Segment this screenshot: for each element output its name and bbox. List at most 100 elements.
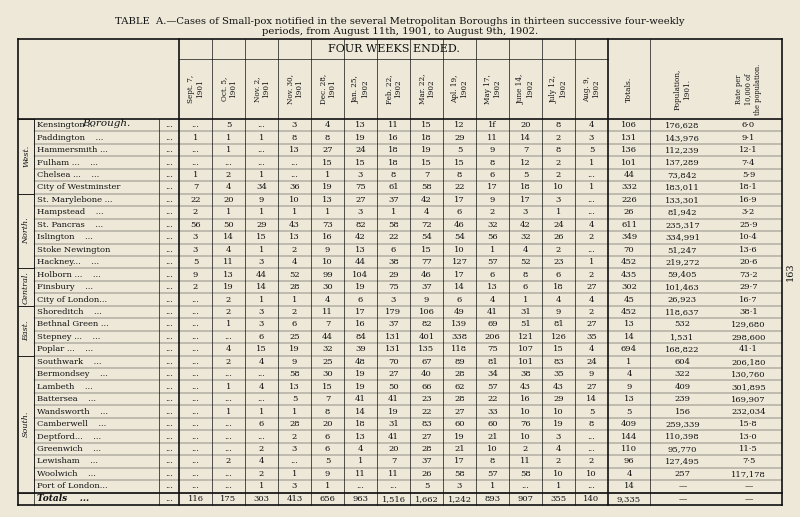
Text: 1: 1 bbox=[292, 296, 297, 303]
Text: 9: 9 bbox=[626, 383, 632, 391]
Text: 51: 51 bbox=[520, 321, 531, 328]
Text: 239: 239 bbox=[674, 395, 690, 403]
Text: 43: 43 bbox=[289, 221, 300, 229]
Text: Lewisham    ...: Lewisham ... bbox=[37, 458, 98, 465]
Text: ...: ... bbox=[165, 221, 173, 229]
Text: 60: 60 bbox=[454, 420, 465, 428]
Text: 17: 17 bbox=[454, 270, 465, 279]
Text: 38·1: 38·1 bbox=[739, 308, 758, 316]
Text: 10: 10 bbox=[553, 470, 564, 478]
Text: —: — bbox=[744, 482, 753, 490]
Text: Bethnal Green ...: Bethnal Green ... bbox=[37, 321, 109, 328]
Text: 4: 4 bbox=[258, 383, 264, 391]
Text: July 12,
1902: July 12, 1902 bbox=[550, 75, 567, 103]
Text: 19: 19 bbox=[421, 146, 432, 154]
Text: 1: 1 bbox=[589, 258, 594, 266]
Text: 259,339: 259,339 bbox=[665, 420, 700, 428]
Text: 81,942: 81,942 bbox=[668, 208, 698, 217]
Text: 58: 58 bbox=[388, 221, 399, 229]
Text: ...: ... bbox=[165, 270, 173, 279]
Text: ...: ... bbox=[191, 407, 199, 416]
Text: ...: ... bbox=[165, 146, 173, 154]
Text: 44: 44 bbox=[256, 270, 267, 279]
Text: 206: 206 bbox=[485, 333, 500, 341]
Text: 10: 10 bbox=[454, 246, 465, 254]
Text: 67: 67 bbox=[421, 358, 432, 366]
Text: 133,301: 133,301 bbox=[665, 196, 700, 204]
Text: 14: 14 bbox=[223, 233, 234, 241]
Text: 38: 38 bbox=[520, 370, 531, 378]
Text: ...: ... bbox=[191, 370, 199, 378]
Text: 963: 963 bbox=[353, 495, 369, 503]
Text: 75: 75 bbox=[355, 184, 366, 191]
Text: Population,
1901.: Population, 1901. bbox=[674, 68, 691, 110]
Text: 169,907: 169,907 bbox=[731, 395, 766, 403]
Text: ...: ... bbox=[587, 482, 595, 490]
Text: 82: 82 bbox=[355, 221, 366, 229]
Text: 7: 7 bbox=[193, 184, 198, 191]
Text: 1,242: 1,242 bbox=[447, 495, 471, 503]
Text: 62: 62 bbox=[454, 383, 465, 391]
Text: 129,680: 129,680 bbox=[731, 321, 766, 328]
Text: ...: ... bbox=[191, 420, 199, 428]
Text: 4: 4 bbox=[589, 121, 594, 129]
Text: 27: 27 bbox=[421, 433, 432, 440]
Text: 9: 9 bbox=[424, 296, 429, 303]
Text: 3: 3 bbox=[358, 171, 363, 179]
Text: West.: West. bbox=[22, 145, 30, 168]
Text: ...: ... bbox=[191, 445, 199, 453]
Text: Totals.: Totals. bbox=[625, 77, 633, 102]
Text: 1: 1 bbox=[292, 208, 297, 217]
Text: 127,495: 127,495 bbox=[665, 458, 700, 465]
Text: periods, from August 11th, 1901, to August 9th, 1902.: periods, from August 11th, 1901, to Augu… bbox=[262, 27, 538, 36]
Text: 29: 29 bbox=[256, 221, 267, 229]
Text: 322: 322 bbox=[674, 370, 690, 378]
Text: 16: 16 bbox=[355, 321, 366, 328]
Text: ...: ... bbox=[165, 321, 173, 328]
Text: 3: 3 bbox=[391, 296, 396, 303]
Text: ...: ... bbox=[290, 159, 298, 166]
Text: 1: 1 bbox=[589, 184, 594, 191]
Text: ...: ... bbox=[165, 258, 173, 266]
Text: 4: 4 bbox=[325, 121, 330, 129]
Text: 1: 1 bbox=[325, 482, 330, 490]
Text: 1: 1 bbox=[325, 171, 330, 179]
Text: 4: 4 bbox=[556, 296, 562, 303]
Text: 30: 30 bbox=[322, 370, 333, 378]
Text: 2: 2 bbox=[556, 171, 561, 179]
Text: 26,923: 26,923 bbox=[668, 296, 697, 303]
Text: 1: 1 bbox=[589, 159, 594, 166]
Text: 19: 19 bbox=[388, 407, 399, 416]
Text: ...: ... bbox=[225, 433, 233, 440]
Text: ...: ... bbox=[191, 458, 199, 465]
Text: 4: 4 bbox=[522, 246, 528, 254]
Text: 8: 8 bbox=[556, 146, 561, 154]
Text: ...: ... bbox=[587, 445, 595, 453]
Text: ...: ... bbox=[191, 121, 199, 129]
Text: 1: 1 bbox=[292, 407, 297, 416]
Text: 17: 17 bbox=[454, 458, 465, 465]
Text: 5: 5 bbox=[292, 395, 297, 403]
Text: 5: 5 bbox=[626, 407, 632, 416]
Text: 1: 1 bbox=[259, 407, 264, 416]
Text: 6: 6 bbox=[358, 296, 363, 303]
Text: 232,034: 232,034 bbox=[731, 407, 766, 416]
Text: ...: ... bbox=[165, 445, 173, 453]
Text: 139: 139 bbox=[451, 321, 467, 328]
Text: June 14,
1902: June 14, 1902 bbox=[517, 74, 534, 104]
Text: 3: 3 bbox=[292, 482, 297, 490]
Text: 5: 5 bbox=[457, 146, 462, 154]
Text: St. Marylebone ...: St. Marylebone ... bbox=[37, 196, 113, 204]
Text: 14: 14 bbox=[454, 283, 465, 291]
Text: ...: ... bbox=[290, 171, 298, 179]
Text: ...: ... bbox=[191, 308, 199, 316]
Text: 81: 81 bbox=[487, 358, 498, 366]
Text: Port of London...: Port of London... bbox=[37, 482, 108, 490]
Text: ...: ... bbox=[587, 171, 595, 179]
Text: 26: 26 bbox=[422, 470, 432, 478]
Text: 3: 3 bbox=[556, 196, 561, 204]
Text: ...: ... bbox=[191, 395, 199, 403]
Text: ...: ... bbox=[191, 345, 199, 353]
Text: ...: ... bbox=[165, 395, 173, 403]
Text: 14: 14 bbox=[623, 333, 634, 341]
